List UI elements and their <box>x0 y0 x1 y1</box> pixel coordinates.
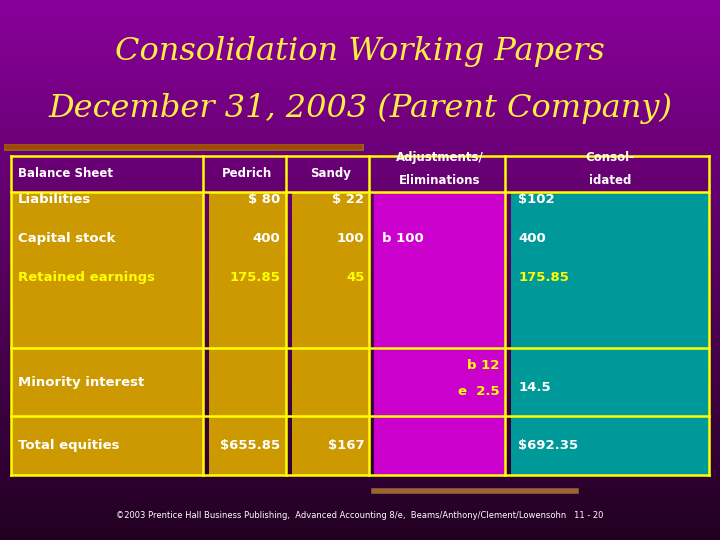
Text: 400: 400 <box>518 232 546 245</box>
Text: Sandy: Sandy <box>310 167 351 180</box>
Text: $167: $167 <box>328 439 364 452</box>
Text: $692.35: $692.35 <box>518 439 579 452</box>
Text: Consolidation Working Papers: Consolidation Working Papers <box>115 36 605 67</box>
Bar <box>511 416 709 475</box>
Text: b 100: b 100 <box>382 232 423 245</box>
Text: December 31, 2003 (Parent Company): December 31, 2003 (Parent Company) <box>48 92 672 124</box>
Bar <box>209 192 286 348</box>
Text: 100: 100 <box>337 232 364 245</box>
Bar <box>209 348 286 416</box>
Text: $655.85: $655.85 <box>220 439 280 452</box>
Text: Eliminations: Eliminations <box>399 173 481 187</box>
Bar <box>11 192 203 348</box>
Text: $ 80: $ 80 <box>248 193 280 206</box>
Text: 175.85: 175.85 <box>518 271 570 284</box>
Text: idated: idated <box>589 173 631 187</box>
Text: 45: 45 <box>346 271 364 284</box>
Bar <box>292 192 369 348</box>
Bar <box>374 416 505 475</box>
Bar <box>209 416 286 475</box>
Text: Capital stock: Capital stock <box>18 232 115 245</box>
Bar <box>292 416 369 475</box>
Text: b 12: b 12 <box>467 359 500 373</box>
Text: 400: 400 <box>252 232 280 245</box>
Text: Minority interest: Minority interest <box>18 375 144 389</box>
Bar <box>11 416 203 475</box>
Text: 14.5: 14.5 <box>518 381 551 394</box>
Text: ©2003 Prentice Hall Business Publishing,  Advanced Accounting 8/e,  Beams/Anthon: ©2003 Prentice Hall Business Publishing,… <box>117 511 603 520</box>
Bar <box>511 348 709 416</box>
Text: $ 22: $ 22 <box>333 193 364 206</box>
Bar <box>292 348 369 416</box>
Text: e  2.5: e 2.5 <box>458 385 500 399</box>
Text: Consol-: Consol- <box>585 151 635 164</box>
Bar <box>374 348 505 416</box>
Text: Balance Sheet: Balance Sheet <box>18 167 113 180</box>
Text: Adjustments/: Adjustments/ <box>396 151 484 164</box>
Text: Retained earnings: Retained earnings <box>18 271 155 284</box>
Text: Total equities: Total equities <box>18 439 120 452</box>
Text: $102: $102 <box>518 193 555 206</box>
Bar <box>374 192 505 348</box>
Text: 175.85: 175.85 <box>229 271 280 284</box>
Bar <box>11 348 203 416</box>
Text: Liabilities: Liabilities <box>18 193 91 206</box>
Text: Pedrich: Pedrich <box>222 167 272 180</box>
Bar <box>511 192 709 348</box>
